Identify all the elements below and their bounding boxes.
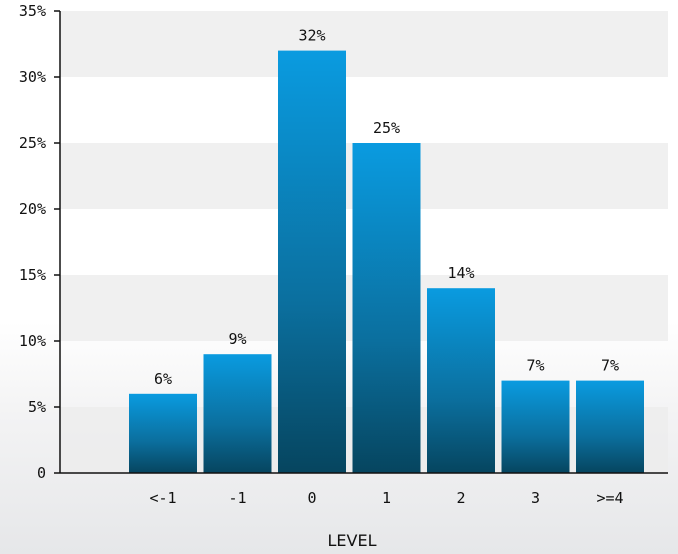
bar-6 <box>576 380 644 473</box>
data-label-4: 14% <box>447 264 474 282</box>
bar-0 <box>129 393 197 473</box>
bar-5 <box>501 380 570 473</box>
data-label-1: 9% <box>228 330 246 348</box>
data-label-5: 7% <box>526 357 544 375</box>
bar-4 <box>427 288 495 473</box>
data-label-6: 7% <box>601 357 619 375</box>
data-label-2: 32% <box>298 27 325 45</box>
bar-2 <box>278 50 346 473</box>
data-label-0: 6% <box>154 370 172 388</box>
y-tick-label-2: 10% <box>19 332 46 350</box>
x-tick-label-6: >=4 <box>596 489 623 507</box>
y-tick-label-4: 20% <box>19 200 46 218</box>
x-tick-label-1: -1 <box>228 489 246 507</box>
y-tick-label-5: 25% <box>19 134 46 152</box>
data-label-3: 25% <box>373 119 400 137</box>
x-tick-label-0: <-1 <box>149 489 176 507</box>
bars <box>129 50 644 473</box>
bar-1 <box>203 354 272 473</box>
x-axis-title: LEVEL <box>328 531 377 550</box>
y-tick-label-3: 15% <box>19 266 46 284</box>
bar-3 <box>352 143 421 473</box>
axes: <-1 -1 0 1 2 3 >=4 0 5% 10% 15% 20% 25% 30% 35% <box>19 2 668 507</box>
x-tick-label-4: 2 <box>456 489 465 507</box>
y-tick-label-0: 0 <box>37 464 46 482</box>
y-tick-label-7: 35% <box>19 2 46 20</box>
grid-band <box>60 11 668 77</box>
x-tick-label-3: 1 <box>382 489 391 507</box>
y-tick-label-6: 30% <box>19 68 46 86</box>
data-labels: 6% 9% 32% 25% 14% 7% 7% <box>154 27 619 388</box>
y-tick-label-1: 5% <box>28 398 46 416</box>
x-tick-label-5: 3 <box>531 489 540 507</box>
x-tick-label-2: 0 <box>307 489 316 507</box>
